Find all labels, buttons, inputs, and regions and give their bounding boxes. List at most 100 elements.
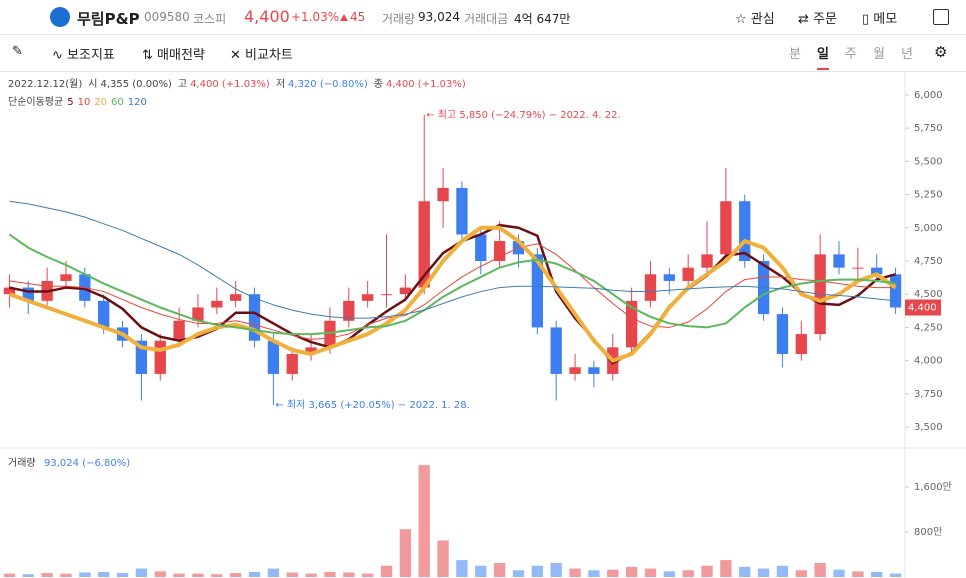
y-tick-label: 800만: [914, 526, 942, 538]
tool-label: 보조지표: [67, 48, 115, 63]
candle-body: [889, 274, 902, 308]
ma-line: [9, 200, 896, 319]
period-tab[interactable]: 년: [901, 47, 913, 62]
volume-bar: [512, 570, 525, 577]
volume-bar: [60, 573, 72, 577]
volume-bar: [701, 565, 713, 577]
candle-body: [3, 287, 16, 295]
candle-body: [739, 201, 751, 261]
volume-bar: [211, 574, 223, 577]
volume-bar: [230, 573, 242, 577]
candle-body: [833, 254, 845, 268]
volume-bar: [889, 573, 902, 577]
amount: 4억 647만: [514, 12, 571, 26]
up-icon: [340, 14, 348, 21]
candle-body: [211, 300, 223, 308]
candle-body: [437, 187, 449, 202]
stock-name: 무림P&P: [77, 10, 140, 28]
ma-line: [8, 225, 897, 363]
volume-bar: [3, 573, 16, 577]
volume-bar: [739, 566, 751, 577]
volume-bar: [362, 573, 374, 577]
legend-entry: 10: [78, 97, 91, 108]
volume-bar: [192, 573, 204, 577]
tool-button[interactable]: ⇅ 매매전략: [142, 48, 205, 63]
candle-body: [456, 187, 468, 235]
candle-body: [625, 300, 638, 348]
volume-bar: [493, 562, 506, 577]
last-price-label: 4,400: [908, 302, 937, 313]
volume-bar: [757, 568, 770, 577]
logo: [50, 7, 70, 27]
volume-bar: [795, 570, 807, 577]
info-high-label: 고: [178, 79, 187, 90]
y-tick-label: 4,500: [914, 289, 943, 300]
legend-entry: 5: [67, 97, 73, 108]
info-close: 4,400 (+1.03%): [386, 79, 466, 90]
volume-bar: [833, 569, 845, 577]
info-low-label: 저: [276, 78, 285, 90]
ma-legend: 단순이동평균 5 10 20 60 120: [8, 96, 147, 108]
draw-button[interactable]: ✎: [12, 44, 23, 59]
info-close-label: 종: [374, 78, 383, 90]
candle-body: [776, 314, 789, 354]
volume-bar: [248, 571, 261, 577]
candle-body: [852, 267, 864, 269]
period-tab[interactable]: 일: [817, 43, 829, 70]
y-tick-label: 4,750: [914, 256, 943, 267]
volume: 93,024: [418, 10, 460, 24]
volume-bar: [343, 572, 355, 577]
volume-bar: [399, 529, 412, 577]
stock-code: 009580: [144, 10, 190, 24]
button[interactable]: ☆ 관심: [735, 12, 775, 27]
volume-bar: [814, 562, 826, 577]
last-price-box: [905, 299, 941, 316]
price: 4,400: [244, 7, 290, 26]
volume-bar: [720, 560, 732, 577]
volume-bar: [79, 572, 91, 577]
button[interactable]: ▯ 메모: [862, 12, 898, 27]
period-tab[interactable]: 분: [789, 47, 801, 62]
annotation: ← 최고 5,850 (−24.79%) − 2022. 4. 22.: [426, 109, 620, 121]
y-tick-label: 5,750: [914, 123, 943, 134]
tool-button[interactable]: ✕ 비교차트: [230, 48, 293, 63]
volume-bar: [569, 568, 581, 577]
y-tick-label: 5,250: [914, 190, 943, 201]
y-tick-label: 4,250: [914, 322, 943, 333]
info-date: 2022.12.12(월): [8, 78, 82, 90]
settings-button[interactable]: ⚙: [934, 43, 948, 61]
candle-body: [173, 320, 185, 341]
button[interactable]: ⇄ 주문: [798, 12, 837, 27]
tool-button[interactable]: ∿ 보조지표: [52, 48, 115, 63]
candle-body: [98, 300, 110, 328]
y-tick-label: 6,000: [914, 90, 943, 101]
period-tab[interactable]: 월: [873, 47, 885, 62]
period-tab[interactable]: 주: [845, 47, 857, 62]
volume-bar: [41, 573, 53, 577]
volume-bar: [550, 562, 562, 577]
legend-entry: 60: [111, 97, 124, 108]
tool-label: 비교차트: [245, 48, 293, 63]
info-high: 4,400 (+1.03%): [190, 79, 270, 90]
toolbar: ✎ ∿ 보조지표 ⇅ 매매전략 ✕ 비교차트 분 일 주 월 년 ⚙: [0, 35, 966, 72]
volume-bar: [871, 571, 883, 577]
y-tick-label: 5,500: [914, 156, 943, 167]
volume-bar: [380, 565, 393, 577]
candle-body: [701, 254, 713, 268]
candle-body: [267, 340, 280, 374]
layout-button[interactable]: [933, 9, 949, 25]
ma-line: [8, 233, 896, 336]
volume-title: 거래량: [8, 457, 36, 469]
candle-body: [399, 287, 412, 295]
info-open-label: 시: [88, 78, 97, 90]
info-open: 4,355 (0.00%): [100, 79, 171, 90]
volume-bar: [324, 571, 336, 577]
volume-bar: [607, 569, 619, 577]
volume-bar: [116, 573, 129, 577]
candle-body: [286, 353, 298, 374]
ma-line: [9, 243, 896, 340]
candle-body: [230, 294, 242, 301]
candle-body: [720, 201, 732, 255]
y-tick-label: 5,000: [914, 223, 943, 234]
candle-body: [60, 274, 72, 281]
